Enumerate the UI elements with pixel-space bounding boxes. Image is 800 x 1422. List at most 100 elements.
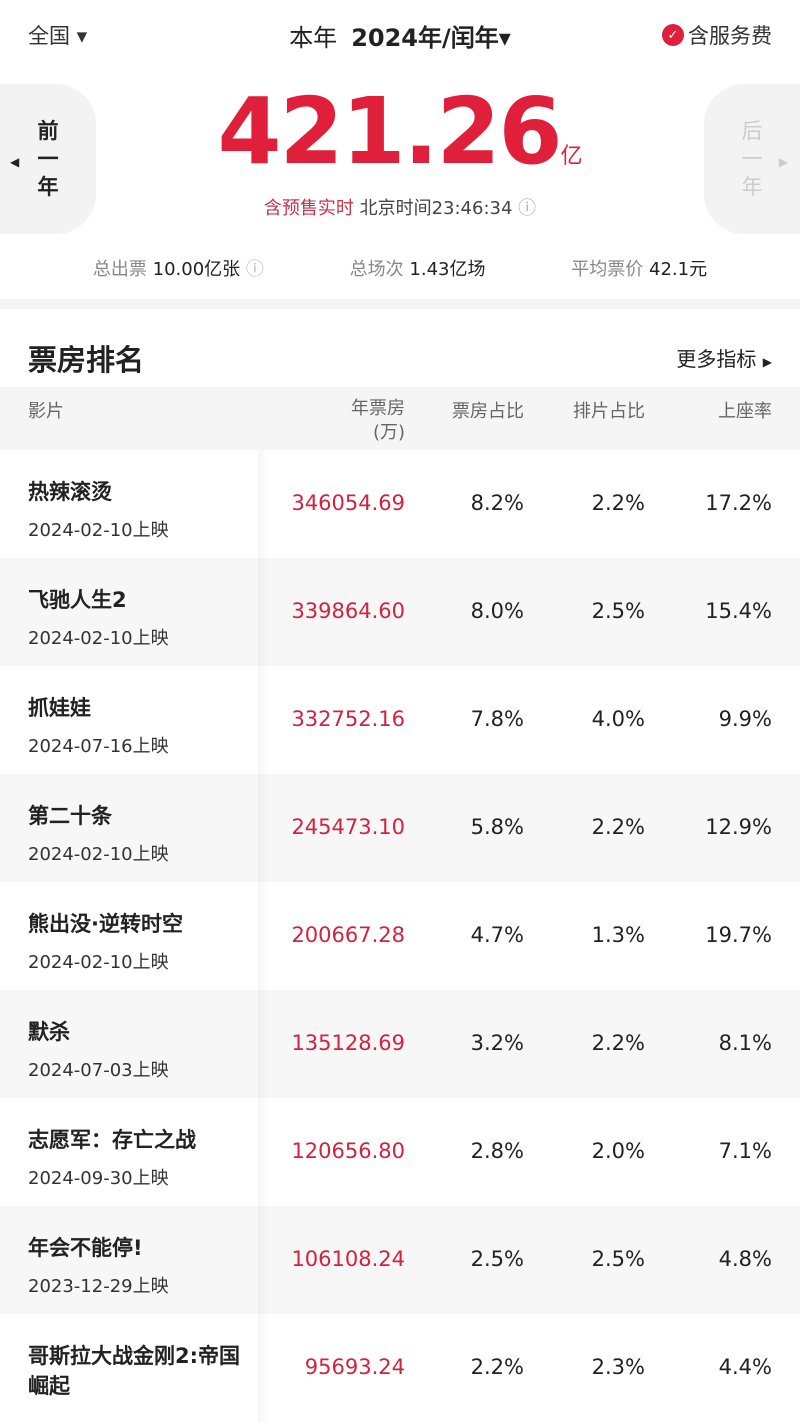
column-shadow xyxy=(258,666,268,774)
total-unit: 亿 xyxy=(560,144,583,169)
stat-value: 42.1元 xyxy=(649,259,708,280)
more-metrics-button[interactable]: 更多指标 ▶ xyxy=(676,343,772,372)
stats-row: 总出票 10.00亿张 ⓘ 总场次 1.43亿场 平均票价 42.1元 xyxy=(0,237,800,299)
box-office-value: 245473.10 xyxy=(291,815,405,839)
film-name: 第二十条 xyxy=(28,804,112,828)
presale-label: 含预售实时 xyxy=(263,198,354,219)
stat-tickets: 总出票 10.00亿张 ⓘ xyxy=(93,255,264,281)
col-box-office[interactable]: 年票房 (万) xyxy=(351,398,405,443)
film-name: 飞驰人生2 xyxy=(28,588,127,612)
info-icon[interactable]: ⓘ xyxy=(245,259,264,280)
stat-value: 10.00亿张 xyxy=(152,259,241,280)
stat-label: 总出票 xyxy=(92,259,147,280)
occupancy-value: 19.7% xyxy=(705,923,772,947)
period-selector[interactable]: 本年 2024年/闰年▾ xyxy=(0,18,800,53)
box-office-value: 339864.60 xyxy=(291,599,405,623)
region-label: 全国 xyxy=(28,24,70,48)
table-row[interactable]: 志愿军：存亡之战 2024-09-30上映 120656.80 2.8% 2.0%… xyxy=(0,1098,800,1206)
occupancy-value: 8.1% xyxy=(718,1031,772,1055)
col-occupancy[interactable]: 上座率 xyxy=(718,401,772,422)
box-share-value: 2.8% xyxy=(470,1139,524,1163)
table-row[interactable]: 年会不能停! 2023-12-29上映 106108.24 2.5% 2.5% 4… xyxy=(0,1206,800,1314)
film-cell: 志愿军：存亡之战 2024-09-30上映 xyxy=(28,1124,258,1190)
col-box-share[interactable]: 票房占比 xyxy=(452,401,524,422)
info-icon[interactable]: ⓘ xyxy=(518,198,537,219)
column-shadow xyxy=(258,1206,268,1314)
release-date: 2024-07-16上映 xyxy=(28,736,169,757)
film-cell: 抓娃娃 2024-07-16上映 xyxy=(28,692,258,758)
prev-char: 年 xyxy=(37,175,59,199)
film-cell: 默杀 2024-07-03上映 xyxy=(28,1016,258,1082)
next-char: 一 xyxy=(741,147,763,171)
col-film: 影片 xyxy=(28,401,64,422)
ranking-header: 票房排名 更多指标 ▶ xyxy=(0,309,800,387)
table-row[interactable]: 默杀 2024-07-03上映 135128.69 3.2% 2.2% 8.1% xyxy=(0,990,800,1098)
period-label: 本年 xyxy=(289,24,338,52)
show-share-value: 1.3% xyxy=(591,923,645,947)
occupancy-value: 4.4% xyxy=(718,1355,772,1379)
box-share-value: 2.5% xyxy=(470,1247,524,1271)
show-share-value: 4.0% xyxy=(591,707,645,731)
film-name: 抓娃娃 xyxy=(28,696,91,720)
show-share-value: 2.2% xyxy=(591,491,645,515)
time-label: 北京时间 xyxy=(359,198,432,219)
occupancy-value: 7.1% xyxy=(718,1139,772,1163)
column-shadow xyxy=(258,882,268,990)
box-office-value: 95693.24 xyxy=(304,1355,405,1379)
service-fee-toggle[interactable]: ✓ 含服务费 xyxy=(662,20,772,50)
prev-char: 前 xyxy=(37,119,59,143)
box-office-value: 120656.80 xyxy=(291,1139,405,1163)
film-cell: 哥斯拉大战金刚2:帝国崛起 xyxy=(28,1340,258,1410)
occupancy-value: 12.9% xyxy=(705,815,772,839)
box-office-value: 332752.16 xyxy=(291,707,405,731)
stat-label: 总场次 xyxy=(349,259,404,280)
column-shadow xyxy=(258,450,268,558)
film-cell: 第二十条 2024-02-10上映 xyxy=(28,800,258,866)
table-row[interactable]: 熊出没·逆转时空 2024-02-10上映 200667.28 4.7% 1.3%… xyxy=(0,882,800,990)
stat-avg-price: 平均票价 42.1元 xyxy=(571,255,707,281)
release-date: 2024-02-10上映 xyxy=(28,952,169,973)
box-share-value: 8.2% xyxy=(470,491,524,515)
box-share-value: 3.2% xyxy=(470,1031,524,1055)
stat-label: 平均票价 xyxy=(571,259,644,280)
table-row[interactable]: 第二十条 2024-02-10上映 245473.10 5.8% 2.2% 12.… xyxy=(0,774,800,882)
box-office-value: 106108.24 xyxy=(291,1247,405,1271)
time-value: 23:46:34 xyxy=(431,198,513,219)
top-bar: 全国 ▾ 本年 2024年/闰年▾ ✓ 含服务费 xyxy=(0,0,800,72)
region-selector[interactable]: 全国 ▾ xyxy=(28,20,87,50)
release-date: 2024-02-10上映 xyxy=(28,628,169,649)
film-cell: 热辣滚烫 2024-02-10上映 xyxy=(28,476,258,542)
release-date: 2024-02-10上映 xyxy=(28,520,169,541)
box-share-value: 4.7% xyxy=(470,923,524,947)
table-row[interactable]: 飞驰人生2 2024-02-10上映 339864.60 8.0% 2.5% 15… xyxy=(0,558,800,666)
release-date: 2024-07-03上映 xyxy=(28,1060,169,1081)
table-row[interactable]: 哥斯拉大战金刚2:帝国崛起 95693.24 2.2% 2.3% 4.4% xyxy=(0,1314,800,1422)
caret-right-icon: ▶ xyxy=(762,355,772,369)
show-share-value: 2.2% xyxy=(591,815,645,839)
prev-char: 一 xyxy=(37,147,59,171)
realtime-note: 含预售实时 北京时间23:46:34 ⓘ xyxy=(0,194,800,220)
column-shadow xyxy=(258,1314,268,1422)
table-row[interactable]: 热辣滚烫 2024-02-10上映 346054.69 8.2% 2.2% 17.… xyxy=(0,450,800,558)
year-label: 2024年/闰年 xyxy=(351,24,499,52)
film-name: 默杀 xyxy=(28,1020,70,1044)
film-name: 志愿军：存亡之战 xyxy=(28,1128,196,1152)
show-share-value: 2.5% xyxy=(591,599,645,623)
divider xyxy=(0,299,800,309)
release-date: 2024-09-30上映 xyxy=(28,1168,169,1189)
previous-year-button[interactable]: ◀ 前一年 xyxy=(0,84,96,234)
film-name: 热辣滚烫 xyxy=(28,480,112,504)
section-title: 票房排名 xyxy=(28,343,145,377)
service-fee-label: 含服务费 xyxy=(688,24,772,48)
release-date: 2023-12-29上映 xyxy=(28,1276,169,1297)
caret-down-icon: ▾ xyxy=(498,24,511,52)
next-year-button[interactable]: ▶ 后一年 xyxy=(704,84,800,234)
col-show-share[interactable]: 排片占比 xyxy=(573,401,645,422)
total-box-office: 421.26亿 xyxy=(0,82,800,207)
column-shadow xyxy=(258,558,268,666)
table-row[interactable]: 抓娃娃 2024-07-16上映 332752.16 7.8% 4.0% 9.9% xyxy=(0,666,800,774)
occupancy-value: 4.8% xyxy=(718,1247,772,1271)
ranking-table: 热辣滚烫 2024-02-10上映 346054.69 8.2% 2.2% 17.… xyxy=(0,450,800,1422)
stat-value: 1.43亿场 xyxy=(409,259,486,280)
caret-right-icon: ▶ xyxy=(778,155,788,169)
